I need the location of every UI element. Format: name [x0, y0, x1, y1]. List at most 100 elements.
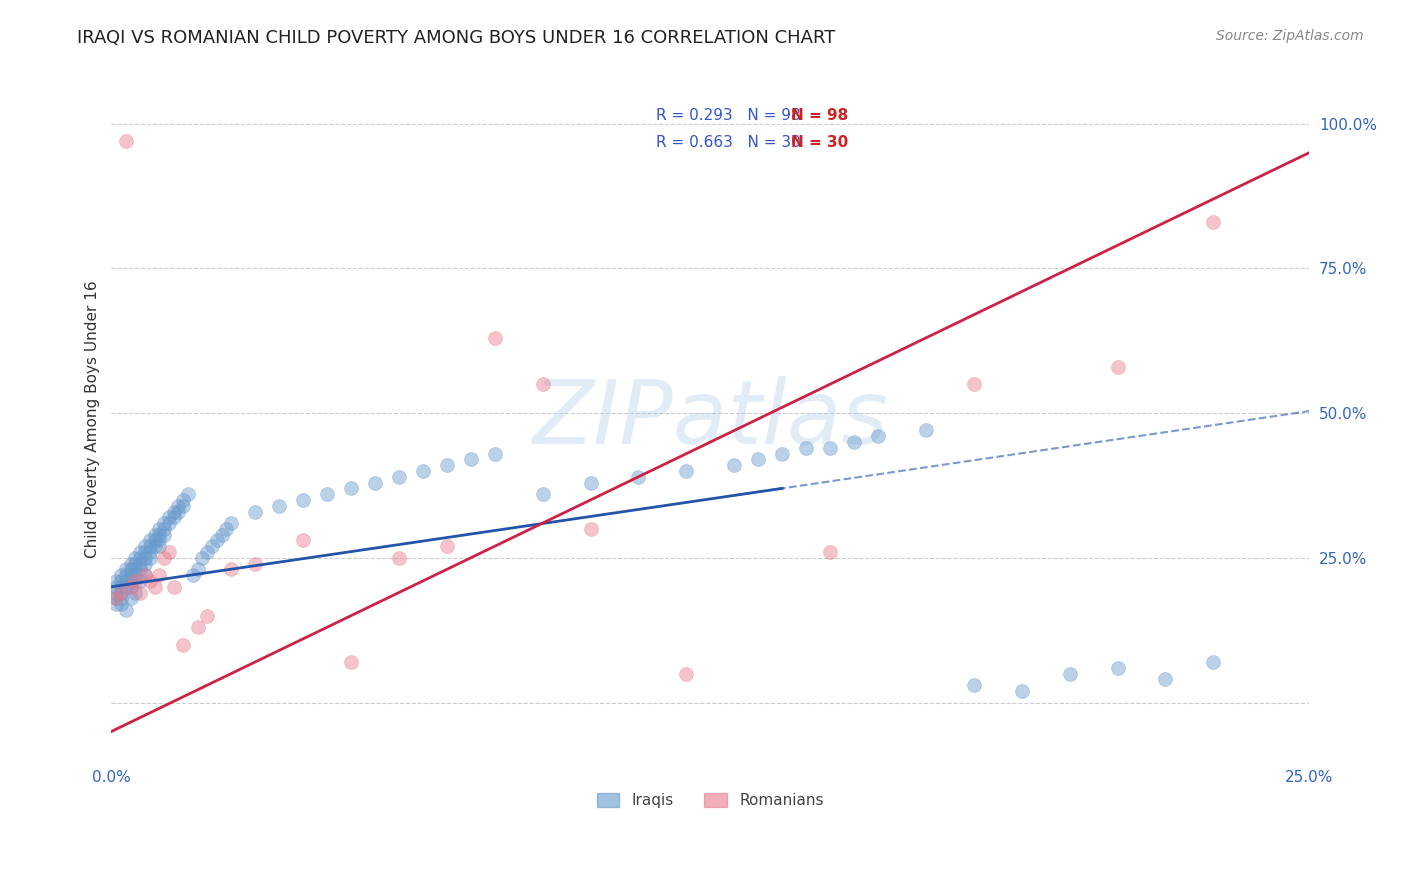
Point: [143, 539, 166, 553]
Point: [139, 539, 162, 553]
Point: [105, 580, 128, 594]
Point: [187, 562, 209, 576]
Point: [388, 470, 411, 484]
Point: [110, 574, 132, 588]
Point: [675, 666, 697, 681]
Point: [129, 545, 152, 559]
Point: [134, 545, 156, 559]
Point: [134, 568, 156, 582]
Point: [1107, 359, 1129, 374]
Point: [531, 377, 554, 392]
Point: [105, 591, 128, 606]
Point: [114, 568, 136, 582]
Point: [1011, 684, 1033, 698]
Point: [172, 499, 194, 513]
Point: [120, 568, 142, 582]
Point: [1107, 661, 1129, 675]
Point: [120, 580, 142, 594]
Point: [215, 522, 238, 536]
Point: [292, 533, 315, 548]
Point: [134, 539, 156, 553]
Point: [157, 510, 180, 524]
Point: [172, 492, 194, 507]
Point: [167, 504, 190, 518]
Point: [579, 522, 602, 536]
Point: [842, 435, 865, 450]
Point: [114, 562, 136, 576]
Point: [153, 516, 176, 530]
Point: [129, 585, 152, 599]
Point: [134, 550, 156, 565]
Point: [269, 499, 291, 513]
Point: [723, 458, 745, 473]
Point: [747, 452, 769, 467]
Point: [340, 655, 363, 669]
Point: [770, 447, 793, 461]
Point: [124, 562, 146, 576]
Point: [866, 429, 889, 443]
Point: [153, 550, 176, 565]
Point: [134, 557, 156, 571]
Point: [205, 533, 228, 548]
Text: Source: ZipAtlas.com: Source: ZipAtlas.com: [1216, 29, 1364, 44]
Point: [195, 608, 218, 623]
Point: [124, 550, 146, 565]
Point: [120, 557, 142, 571]
Point: [163, 580, 186, 594]
Point: [110, 591, 132, 606]
Point: [388, 550, 411, 565]
Point: [1202, 215, 1225, 229]
Point: [201, 539, 224, 553]
Point: [412, 464, 434, 478]
Text: IRAQI VS ROMANIAN CHILD POVERTY AMONG BOYS UNDER 16 CORRELATION CHART: IRAQI VS ROMANIAN CHILD POVERTY AMONG BO…: [77, 29, 835, 47]
Point: [484, 447, 506, 461]
Point: [436, 539, 458, 553]
Point: [148, 527, 170, 541]
Text: R = 0.293   N = 98: R = 0.293 N = 98: [657, 108, 801, 122]
Point: [120, 562, 142, 576]
Point: [191, 550, 214, 565]
Point: [139, 550, 162, 565]
Point: [243, 504, 266, 518]
Point: [436, 458, 458, 473]
Point: [181, 568, 204, 582]
Point: [110, 568, 132, 582]
Point: [129, 550, 152, 565]
Point: [219, 562, 242, 576]
Point: [124, 557, 146, 571]
Point: [114, 603, 136, 617]
Point: [627, 470, 650, 484]
Point: [153, 522, 176, 536]
Point: [110, 597, 132, 611]
Point: [172, 638, 194, 652]
Point: [120, 574, 142, 588]
Text: N = 98: N = 98: [790, 108, 848, 122]
Point: [364, 475, 387, 490]
Point: [124, 585, 146, 599]
Point: [794, 441, 817, 455]
Point: [143, 533, 166, 548]
Point: [148, 533, 170, 548]
Point: [1202, 655, 1225, 669]
Point: [114, 574, 136, 588]
Point: [340, 481, 363, 495]
Point: [134, 568, 156, 582]
Point: [148, 522, 170, 536]
Point: [163, 504, 186, 518]
Point: [963, 377, 986, 392]
Point: [211, 527, 233, 541]
Point: [167, 499, 190, 513]
Point: [243, 557, 266, 571]
Point: [153, 527, 176, 541]
Text: N = 30: N = 30: [790, 135, 848, 150]
Point: [124, 568, 146, 582]
Point: [139, 574, 162, 588]
Point: [139, 533, 162, 548]
Point: [219, 516, 242, 530]
Point: [120, 591, 142, 606]
Point: [148, 539, 170, 553]
Point: [124, 574, 146, 588]
Point: [1059, 666, 1081, 681]
Point: [579, 475, 602, 490]
Point: [316, 487, 339, 501]
